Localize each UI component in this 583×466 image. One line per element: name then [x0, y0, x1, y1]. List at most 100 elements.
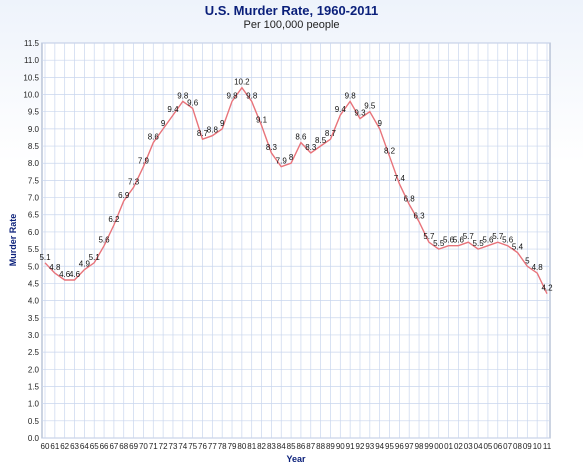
y-tick-label: 8.5 [28, 142, 40, 151]
x-tick-label: 96 [395, 442, 404, 451]
data-label: 7.9 [138, 157, 150, 166]
x-tick-label: 00 [434, 442, 443, 451]
data-label: 9.1 [256, 115, 268, 124]
x-tick-label: 73 [169, 442, 178, 451]
x-tick-label: 63 [70, 442, 79, 451]
series-line [44, 86, 548, 295]
plot-area [41, 42, 551, 439]
y-tick-label: 2.0 [28, 365, 40, 374]
y-tick-label: 10.5 [23, 73, 39, 82]
chart-title: U.S. Murder Rate, 1960-2011 [204, 3, 379, 18]
x-tick-label: 97 [405, 442, 414, 451]
y-tick-label: 1.5 [28, 382, 40, 391]
data-label: 9.8 [246, 91, 258, 100]
data-label: 9 [377, 119, 382, 128]
data-label: 5 [525, 256, 530, 265]
x-tick-label: 67 [109, 442, 118, 451]
x-tick-label: 07 [503, 442, 512, 451]
data-label: 5.5 [433, 239, 445, 248]
y-tick-label: 4.5 [28, 279, 40, 288]
data-label: 5.7 [423, 232, 435, 241]
grid-lines [42, 42, 550, 439]
x-tick-label: 01 [444, 442, 453, 451]
y-axis-title: Murder Rate [8, 214, 18, 267]
data-label: 9 [161, 119, 166, 128]
x-tick-label: 65 [90, 442, 99, 451]
x-tick-label: 05 [483, 442, 492, 451]
y-tick-label: 8.0 [28, 159, 40, 168]
data-label: 5.4 [512, 243, 524, 252]
x-tick-label: 75 [188, 442, 197, 451]
data-label: 8.6 [148, 133, 160, 142]
x-tick-label: 79 [228, 442, 237, 451]
x-tick-label: 83 [267, 442, 276, 451]
x-tick-label: 71 [149, 442, 158, 451]
data-label: 4.6 [69, 270, 81, 279]
data-label: 5.7 [492, 232, 504, 241]
data-label: 9.5 [364, 102, 376, 111]
x-tick-label: 72 [159, 442, 168, 451]
x-tick-label: 64 [80, 442, 89, 451]
data-label: 6.9 [118, 191, 130, 200]
x-tick-label: 87 [306, 442, 315, 451]
x-tick-label: 88 [316, 442, 325, 451]
data-label: 5.6 [453, 236, 465, 245]
x-tick-label: 93 [365, 442, 374, 451]
y-tick-label: 3.5 [28, 314, 40, 323]
x-tick-label: 03 [464, 442, 473, 451]
y-tick-label: 11.0 [24, 56, 40, 65]
data-label: 6.8 [404, 194, 416, 203]
data-label: 8.8 [207, 126, 219, 135]
data-label: 8 [289, 153, 294, 162]
data-label: 8.3 [266, 143, 278, 152]
y-tick-label: 6.5 [28, 211, 40, 220]
x-tick-label: 85 [287, 442, 296, 451]
x-tick-label: 66 [100, 442, 109, 451]
x-axis-title: Year [286, 454, 306, 464]
x-tick-label: 08 [513, 442, 522, 451]
data-label: 5.6 [443, 236, 455, 245]
data-label: 7.4 [394, 174, 406, 183]
x-tick-label: 92 [356, 442, 365, 451]
data-label: 9.8 [177, 91, 189, 100]
y-tick-label: 1.0 [28, 400, 40, 409]
x-tick-label: 62 [60, 442, 69, 451]
x-tick-label: 09 [523, 442, 532, 451]
x-tick-label: 61 [50, 442, 59, 451]
data-label: 9.6 [187, 98, 199, 107]
y-tick-label: 3.0 [28, 331, 40, 340]
x-tick-label: 98 [415, 442, 424, 451]
data-label: 4.8 [532, 263, 544, 272]
x-tick-label: 99 [424, 442, 433, 451]
x-tick-label: 68 [119, 442, 128, 451]
data-label: 4.8 [49, 263, 61, 272]
x-tick-label: 74 [178, 442, 187, 451]
data-label: 4.2 [541, 284, 553, 293]
x-axis-ticks: 60 61 62 63 64 65 66 67 68 69 70 71 72 73 74 75 76 77 78 79… [41, 442, 552, 451]
data-label: 9.8 [226, 91, 238, 100]
y-tick-label: 7.5 [28, 176, 40, 185]
x-tick-label: 02 [454, 442, 463, 451]
x-tick-label: 80 [237, 442, 246, 451]
data-label: 6.3 [413, 212, 425, 221]
data-labels: 5.14.84.64.64.95.15.66.26.97.37.98.699.4… [39, 78, 553, 293]
data-label: 9.8 [345, 91, 357, 100]
data-label: 8.2 [384, 146, 396, 155]
data-label: 6.2 [108, 215, 120, 224]
y-tick-label: 11.5 [24, 39, 40, 48]
x-tick-label: 11 [543, 442, 552, 451]
chart-subtitle: Per 100,000 people [243, 19, 340, 31]
x-tick-label: 70 [139, 442, 148, 451]
data-label: 8.5 [315, 136, 327, 145]
data-label: 10.2 [234, 78, 250, 87]
x-tick-label: 84 [277, 442, 286, 451]
data-label: 5.7 [463, 232, 475, 241]
data-label: 4.6 [59, 270, 71, 279]
y-axis-ticks: 0.0 0.5 1.0 1.5 2.0 2.5 3.0 3.5 4.0 4.5 5.0 5.5 6.0 6… [23, 39, 39, 443]
x-tick-label: 86 [296, 442, 305, 451]
x-tick-label: 04 [474, 442, 483, 451]
data-label: 7.9 [276, 157, 288, 166]
data-label: 9.3 [354, 109, 366, 118]
data-label: 9 [220, 119, 225, 128]
